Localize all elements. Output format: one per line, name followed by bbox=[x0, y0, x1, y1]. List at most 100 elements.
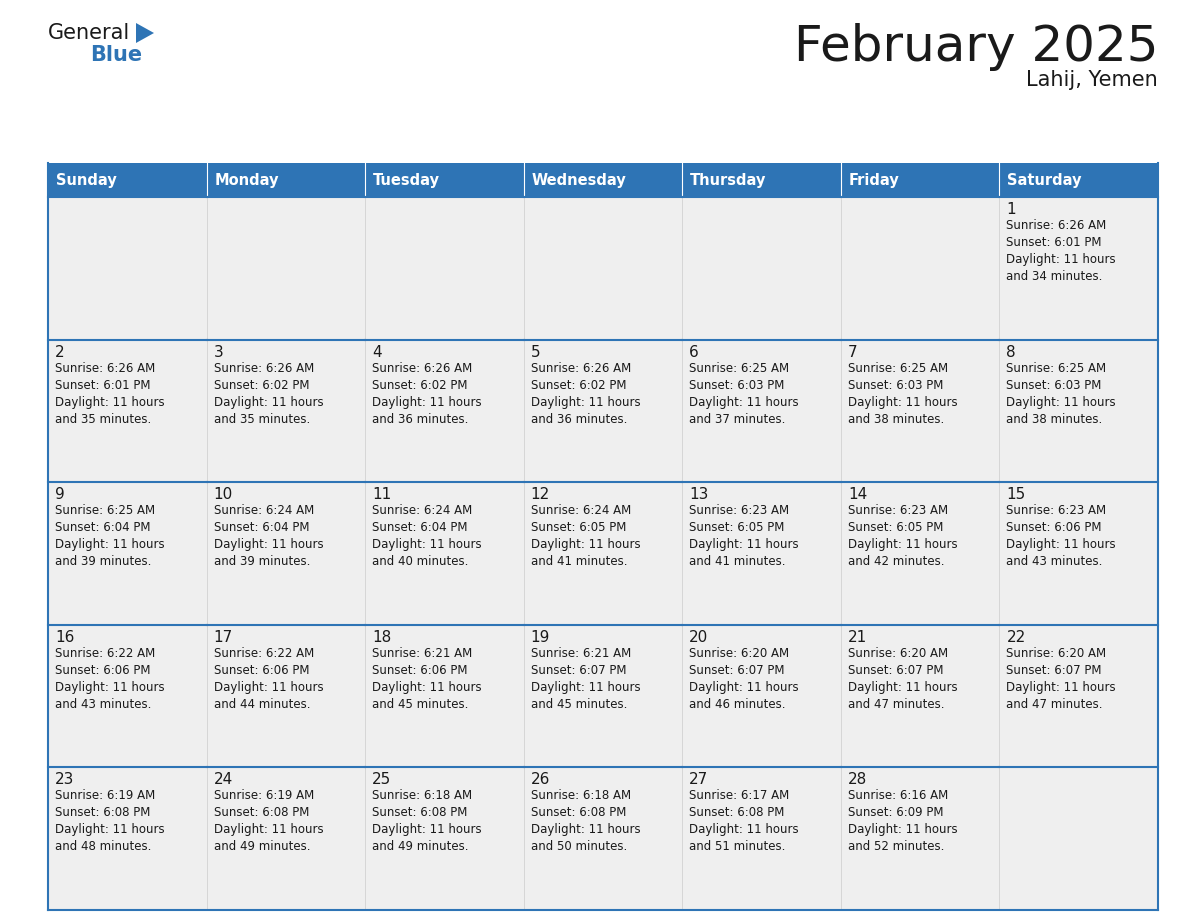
Bar bbox=[207, 163, 365, 197]
Bar bbox=[999, 625, 1158, 767]
Bar bbox=[207, 767, 365, 910]
Text: 25: 25 bbox=[372, 772, 391, 788]
Bar bbox=[524, 482, 682, 625]
Bar bbox=[48, 767, 207, 910]
Text: Sunrise: 6:20 AM
Sunset: 6:07 PM
Daylight: 11 hours
and 46 minutes.: Sunrise: 6:20 AM Sunset: 6:07 PM Dayligh… bbox=[689, 647, 798, 711]
Text: Tuesday: Tuesday bbox=[373, 173, 440, 187]
Bar bbox=[48, 197, 207, 340]
Text: 7: 7 bbox=[848, 344, 858, 360]
Text: 8: 8 bbox=[1006, 344, 1016, 360]
Text: 24: 24 bbox=[214, 772, 233, 788]
Text: Sunrise: 6:25 AM
Sunset: 6:03 PM
Daylight: 11 hours
and 38 minutes.: Sunrise: 6:25 AM Sunset: 6:03 PM Dayligh… bbox=[848, 362, 958, 426]
Text: Sunrise: 6:26 AM
Sunset: 6:02 PM
Daylight: 11 hours
and 36 minutes.: Sunrise: 6:26 AM Sunset: 6:02 PM Dayligh… bbox=[531, 362, 640, 426]
Text: 5: 5 bbox=[531, 344, 541, 360]
Bar bbox=[365, 340, 524, 482]
Bar bbox=[841, 482, 999, 625]
Bar bbox=[524, 625, 682, 767]
Text: 20: 20 bbox=[689, 630, 708, 644]
Text: 28: 28 bbox=[848, 772, 867, 788]
Text: 10: 10 bbox=[214, 487, 233, 502]
Text: Friday: Friday bbox=[849, 173, 899, 187]
Bar bbox=[999, 340, 1158, 482]
Text: Sunrise: 6:24 AM
Sunset: 6:04 PM
Daylight: 11 hours
and 39 minutes.: Sunrise: 6:24 AM Sunset: 6:04 PM Dayligh… bbox=[214, 504, 323, 568]
Bar bbox=[999, 163, 1158, 197]
Text: 13: 13 bbox=[689, 487, 709, 502]
Text: Sunrise: 6:20 AM
Sunset: 6:07 PM
Daylight: 11 hours
and 47 minutes.: Sunrise: 6:20 AM Sunset: 6:07 PM Dayligh… bbox=[1006, 647, 1116, 711]
Bar bbox=[682, 625, 841, 767]
Text: Sunrise: 6:25 AM
Sunset: 6:04 PM
Daylight: 11 hours
and 39 minutes.: Sunrise: 6:25 AM Sunset: 6:04 PM Dayligh… bbox=[55, 504, 165, 568]
Text: Sunrise: 6:21 AM
Sunset: 6:07 PM
Daylight: 11 hours
and 45 minutes.: Sunrise: 6:21 AM Sunset: 6:07 PM Dayligh… bbox=[531, 647, 640, 711]
Text: 17: 17 bbox=[214, 630, 233, 644]
Text: Lahij, Yemen: Lahij, Yemen bbox=[1026, 70, 1158, 90]
Bar bbox=[682, 482, 841, 625]
Text: 6: 6 bbox=[689, 344, 699, 360]
Bar bbox=[365, 767, 524, 910]
Text: Wednesday: Wednesday bbox=[532, 173, 626, 187]
Text: Sunrise: 6:26 AM
Sunset: 6:01 PM
Daylight: 11 hours
and 35 minutes.: Sunrise: 6:26 AM Sunset: 6:01 PM Dayligh… bbox=[55, 362, 165, 426]
Bar bbox=[48, 625, 207, 767]
Bar bbox=[524, 340, 682, 482]
Text: 18: 18 bbox=[372, 630, 391, 644]
Text: February 2025: February 2025 bbox=[794, 23, 1158, 71]
Polygon shape bbox=[135, 23, 154, 43]
Bar bbox=[999, 197, 1158, 340]
Bar bbox=[524, 197, 682, 340]
Text: Sunrise: 6:24 AM
Sunset: 6:05 PM
Daylight: 11 hours
and 41 minutes.: Sunrise: 6:24 AM Sunset: 6:05 PM Dayligh… bbox=[531, 504, 640, 568]
Text: 15: 15 bbox=[1006, 487, 1025, 502]
Text: Sunrise: 6:26 AM
Sunset: 6:01 PM
Daylight: 11 hours
and 34 minutes.: Sunrise: 6:26 AM Sunset: 6:01 PM Dayligh… bbox=[1006, 219, 1116, 283]
Text: Sunrise: 6:26 AM
Sunset: 6:02 PM
Daylight: 11 hours
and 35 minutes.: Sunrise: 6:26 AM Sunset: 6:02 PM Dayligh… bbox=[214, 362, 323, 426]
Text: 4: 4 bbox=[372, 344, 381, 360]
Text: 22: 22 bbox=[1006, 630, 1025, 644]
Text: Sunrise: 6:18 AM
Sunset: 6:08 PM
Daylight: 11 hours
and 50 minutes.: Sunrise: 6:18 AM Sunset: 6:08 PM Dayligh… bbox=[531, 789, 640, 854]
Bar bbox=[48, 482, 207, 625]
Text: 3: 3 bbox=[214, 344, 223, 360]
Text: Sunday: Sunday bbox=[56, 173, 116, 187]
Text: Sunrise: 6:22 AM
Sunset: 6:06 PM
Daylight: 11 hours
and 44 minutes.: Sunrise: 6:22 AM Sunset: 6:06 PM Dayligh… bbox=[214, 647, 323, 711]
Text: Sunrise: 6:17 AM
Sunset: 6:08 PM
Daylight: 11 hours
and 51 minutes.: Sunrise: 6:17 AM Sunset: 6:08 PM Dayligh… bbox=[689, 789, 798, 854]
Bar bbox=[682, 197, 841, 340]
Text: Sunrise: 6:16 AM
Sunset: 6:09 PM
Daylight: 11 hours
and 52 minutes.: Sunrise: 6:16 AM Sunset: 6:09 PM Dayligh… bbox=[848, 789, 958, 854]
Bar bbox=[365, 482, 524, 625]
Text: Sunrise: 6:19 AM
Sunset: 6:08 PM
Daylight: 11 hours
and 49 minutes.: Sunrise: 6:19 AM Sunset: 6:08 PM Dayligh… bbox=[214, 789, 323, 854]
Text: 9: 9 bbox=[55, 487, 65, 502]
Bar bbox=[48, 340, 207, 482]
Bar bbox=[365, 625, 524, 767]
Text: Sunrise: 6:24 AM
Sunset: 6:04 PM
Daylight: 11 hours
and 40 minutes.: Sunrise: 6:24 AM Sunset: 6:04 PM Dayligh… bbox=[372, 504, 482, 568]
Text: 26: 26 bbox=[531, 772, 550, 788]
Bar bbox=[841, 767, 999, 910]
Text: 14: 14 bbox=[848, 487, 867, 502]
Text: 19: 19 bbox=[531, 630, 550, 644]
Bar bbox=[207, 197, 365, 340]
Text: Monday: Monday bbox=[215, 173, 279, 187]
Text: Blue: Blue bbox=[90, 45, 143, 65]
Bar bbox=[841, 340, 999, 482]
Bar bbox=[682, 340, 841, 482]
Bar bbox=[841, 163, 999, 197]
Text: General: General bbox=[48, 23, 131, 43]
Text: Sunrise: 6:23 AM
Sunset: 6:05 PM
Daylight: 11 hours
and 41 minutes.: Sunrise: 6:23 AM Sunset: 6:05 PM Dayligh… bbox=[689, 504, 798, 568]
Bar bbox=[365, 163, 524, 197]
Text: Thursday: Thursday bbox=[690, 173, 766, 187]
Bar bbox=[524, 767, 682, 910]
Bar bbox=[999, 767, 1158, 910]
Bar bbox=[841, 625, 999, 767]
Text: 27: 27 bbox=[689, 772, 708, 788]
Text: Sunrise: 6:26 AM
Sunset: 6:02 PM
Daylight: 11 hours
and 36 minutes.: Sunrise: 6:26 AM Sunset: 6:02 PM Dayligh… bbox=[372, 362, 482, 426]
Text: Sunrise: 6:19 AM
Sunset: 6:08 PM
Daylight: 11 hours
and 48 minutes.: Sunrise: 6:19 AM Sunset: 6:08 PM Dayligh… bbox=[55, 789, 165, 854]
Bar bbox=[682, 767, 841, 910]
Bar bbox=[682, 163, 841, 197]
Text: Sunrise: 6:22 AM
Sunset: 6:06 PM
Daylight: 11 hours
and 43 minutes.: Sunrise: 6:22 AM Sunset: 6:06 PM Dayligh… bbox=[55, 647, 165, 711]
Text: Saturday: Saturday bbox=[1007, 173, 1082, 187]
Text: Sunrise: 6:25 AM
Sunset: 6:03 PM
Daylight: 11 hours
and 37 minutes.: Sunrise: 6:25 AM Sunset: 6:03 PM Dayligh… bbox=[689, 362, 798, 426]
Bar bbox=[207, 482, 365, 625]
Bar bbox=[48, 163, 207, 197]
Text: Sunrise: 6:23 AM
Sunset: 6:06 PM
Daylight: 11 hours
and 43 minutes.: Sunrise: 6:23 AM Sunset: 6:06 PM Dayligh… bbox=[1006, 504, 1116, 568]
Text: 2: 2 bbox=[55, 344, 64, 360]
Bar bbox=[207, 625, 365, 767]
Bar bbox=[999, 482, 1158, 625]
Text: 16: 16 bbox=[55, 630, 75, 644]
Text: 23: 23 bbox=[55, 772, 75, 788]
Bar bbox=[365, 197, 524, 340]
Text: Sunrise: 6:25 AM
Sunset: 6:03 PM
Daylight: 11 hours
and 38 minutes.: Sunrise: 6:25 AM Sunset: 6:03 PM Dayligh… bbox=[1006, 362, 1116, 426]
Text: Sunrise: 6:20 AM
Sunset: 6:07 PM
Daylight: 11 hours
and 47 minutes.: Sunrise: 6:20 AM Sunset: 6:07 PM Dayligh… bbox=[848, 647, 958, 711]
